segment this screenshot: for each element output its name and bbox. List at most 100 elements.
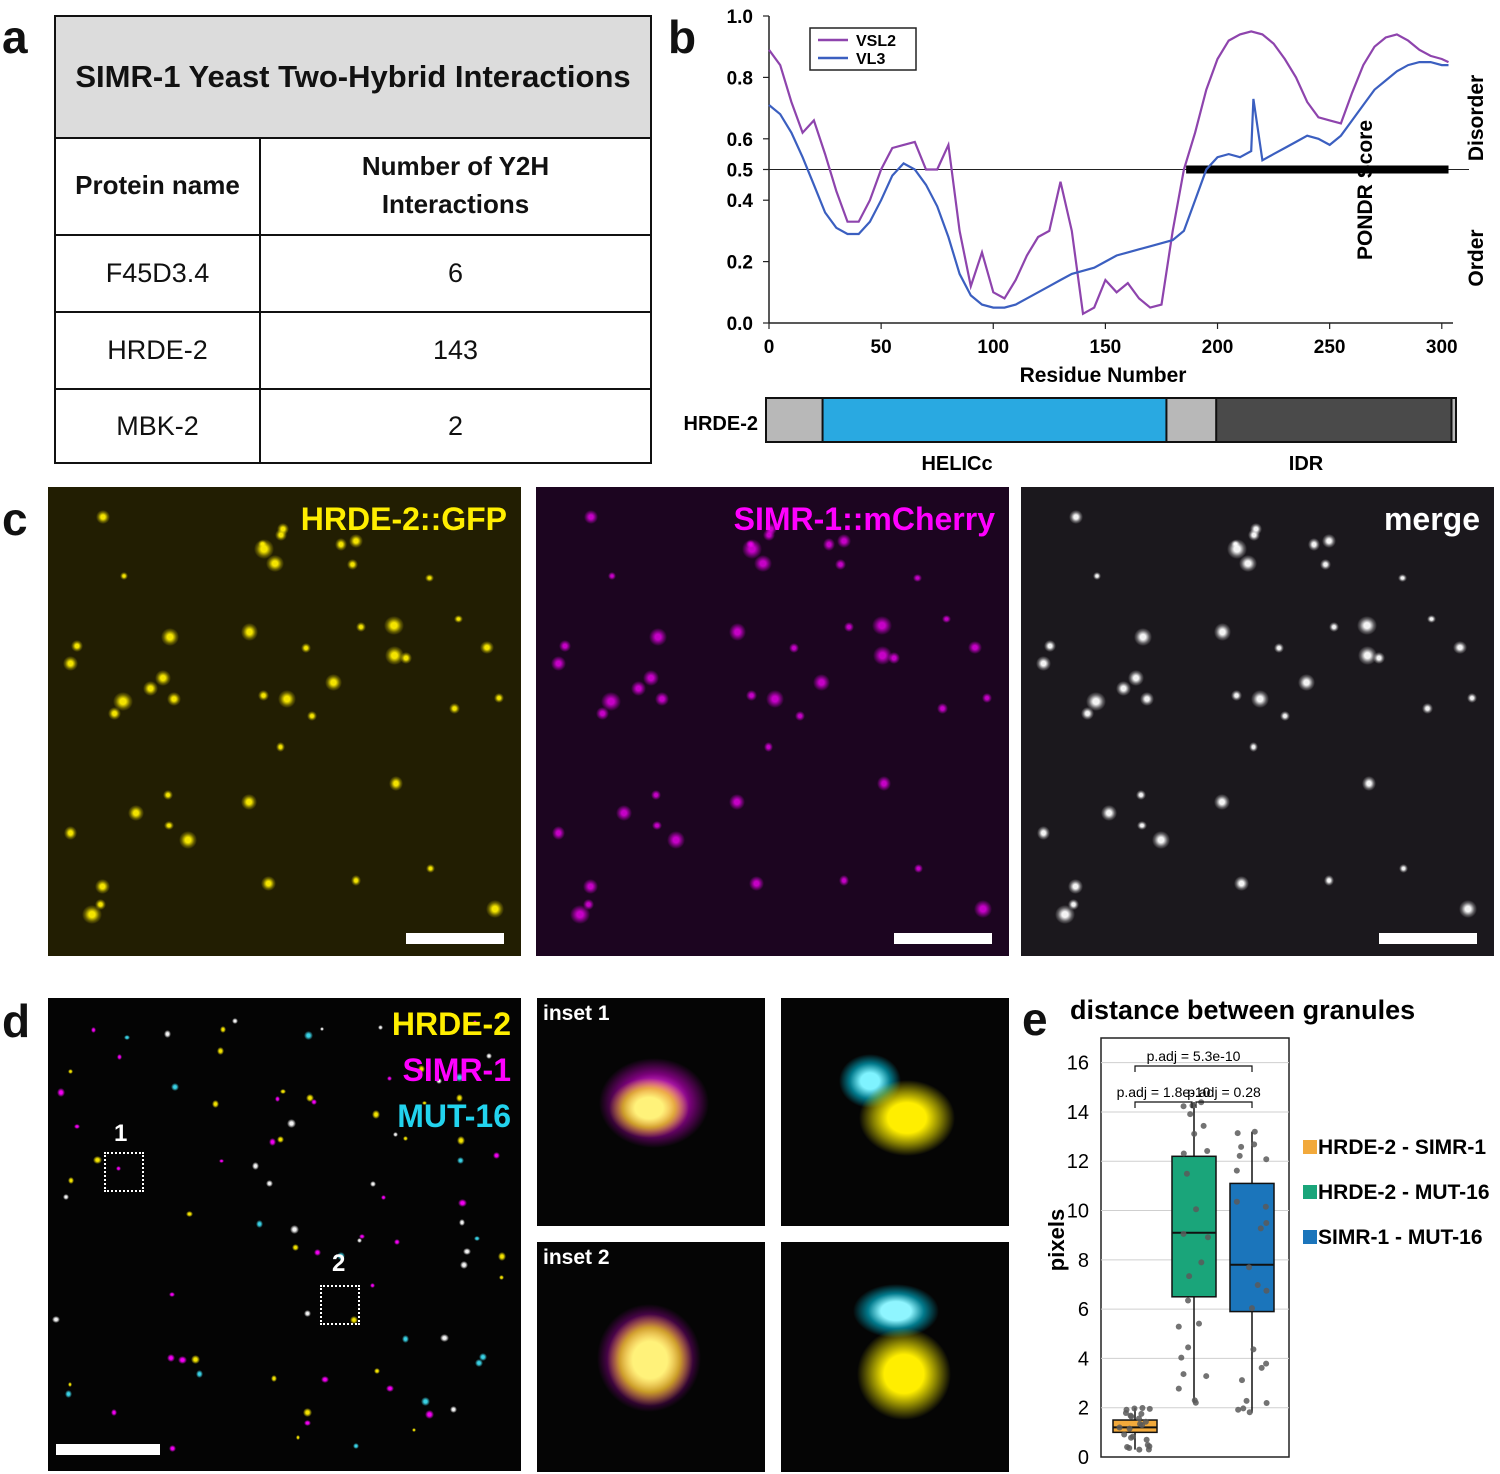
granule-spot (1068, 899, 1079, 911)
data-point (1138, 1410, 1145, 1417)
granule-spot (551, 655, 567, 671)
granule-spot (421, 1396, 430, 1406)
granule-spot (1127, 670, 1144, 687)
granule-spot (164, 820, 174, 831)
granule-spot (63, 1194, 69, 1200)
data-point (1257, 1225, 1264, 1232)
data-point (1254, 1282, 1261, 1289)
granule-spot (1140, 691, 1155, 706)
granule-spot (449, 1405, 457, 1413)
granule-spot (163, 789, 174, 800)
granule-spot (1067, 878, 1083, 894)
granule-spot (1248, 742, 1259, 752)
granule-spot (258, 689, 270, 702)
granule-spot (1307, 538, 1321, 551)
order-label: Order (1465, 229, 1488, 286)
granule-spot (268, 1138, 277, 1146)
legend-vl3: VL3 (856, 51, 885, 68)
granule-spot (295, 1435, 301, 1440)
granule-spot (748, 876, 764, 892)
data-point (1193, 1206, 1200, 1213)
granule-spot (219, 1026, 227, 1033)
granule-spot (1453, 640, 1467, 654)
granule-spot (608, 571, 617, 580)
y-tick-label: 0.0 (727, 314, 753, 335)
granule-spot (458, 1219, 466, 1227)
scale-bar (894, 933, 992, 944)
granule-spot (171, 1082, 180, 1091)
granule-spot (319, 1026, 324, 1031)
data-point (1121, 1431, 1128, 1438)
gfp-channel-image: HRDE-2::GFP (48, 487, 521, 956)
granule-spot (64, 1389, 73, 1398)
granule-spot (260, 876, 276, 892)
granule-spot (275, 742, 286, 752)
legend-entry: HRDE-2 - SIMR-1 (1318, 1136, 1486, 1159)
granule-spot (387, 1075, 393, 1081)
granule-spot (113, 692, 133, 712)
table-cell-protein: HRDE-2 (107, 335, 208, 365)
granule-spot (67, 1177, 74, 1184)
data-point (1126, 1425, 1133, 1432)
granule-spot (350, 874, 362, 886)
granule-spot (655, 691, 670, 706)
granule-spot (291, 1243, 299, 1251)
legend-entry: HRDE-2 - MUT-16 (1318, 1181, 1490, 1204)
inset-1-label: inset 1 (543, 1002, 610, 1025)
data-point (1248, 1305, 1255, 1312)
data-point (1238, 1377, 1245, 1384)
granule-spot (393, 1238, 401, 1245)
granule-spot (277, 1136, 285, 1144)
granule-spot (280, 1088, 286, 1095)
granule-spot (303, 1309, 311, 1317)
granule-spot (455, 1094, 463, 1102)
scale-bar (1379, 933, 1477, 944)
granule-spot (1036, 655, 1052, 671)
mut16-label: MUT-16 (397, 1098, 511, 1134)
legend-vsl2: VSL2 (856, 33, 896, 50)
granule-spot (1214, 793, 1231, 810)
domain-bar-idr (1215, 397, 1453, 443)
granule-spot (1398, 573, 1407, 582)
y-tick-label: 10 (1067, 1201, 1089, 1223)
inset-1-merge: inset 1 (537, 998, 765, 1226)
granule-spot (454, 614, 463, 623)
granule-spot (266, 554, 284, 573)
granule-spot (384, 615, 404, 636)
pvalue-left-label: p.adj = 1.8e-10 (1117, 1084, 1211, 1100)
granule-spot (191, 1355, 201, 1365)
granule-spot (497, 1252, 507, 1261)
data-point (1128, 1434, 1135, 1441)
data-point (1186, 1273, 1193, 1280)
scale-bar (406, 933, 504, 944)
granule-spot (313, 1248, 322, 1257)
y-tick-label: 12 (1067, 1151, 1089, 1173)
granule-spot (334, 538, 348, 551)
data-point (1200, 1122, 1207, 1129)
table-cell-count: 143 (432, 335, 479, 365)
mcherry-channel-label: SIMR-1::mCherry (733, 501, 995, 537)
y-tick-label: 2 (1078, 1398, 1089, 1420)
granule-spot (1151, 830, 1171, 849)
granule-spot (178, 1355, 187, 1365)
granule-spot (270, 1375, 278, 1382)
granule-spot (306, 710, 317, 721)
granule-spot (583, 510, 599, 525)
granule-spot (1398, 863, 1409, 874)
data-point (1185, 1344, 1192, 1351)
granule-spot (968, 640, 982, 654)
y-tick-label: 6 (1078, 1299, 1089, 1321)
pvalue-right-bracket (1195, 1101, 1253, 1108)
data-point (1195, 1320, 1202, 1327)
data-point (1250, 1346, 1257, 1353)
granule-spot (163, 1029, 172, 1038)
data-point (1126, 1444, 1133, 1451)
data-point (1263, 1400, 1270, 1407)
granule-spot (843, 621, 854, 632)
granule-spot (765, 523, 777, 535)
granule-spot (305, 1093, 314, 1102)
panel-label-c: c (2, 493, 28, 545)
granule-spot (492, 1151, 500, 1160)
granule-spot (822, 538, 836, 551)
granule-spot (942, 614, 951, 623)
